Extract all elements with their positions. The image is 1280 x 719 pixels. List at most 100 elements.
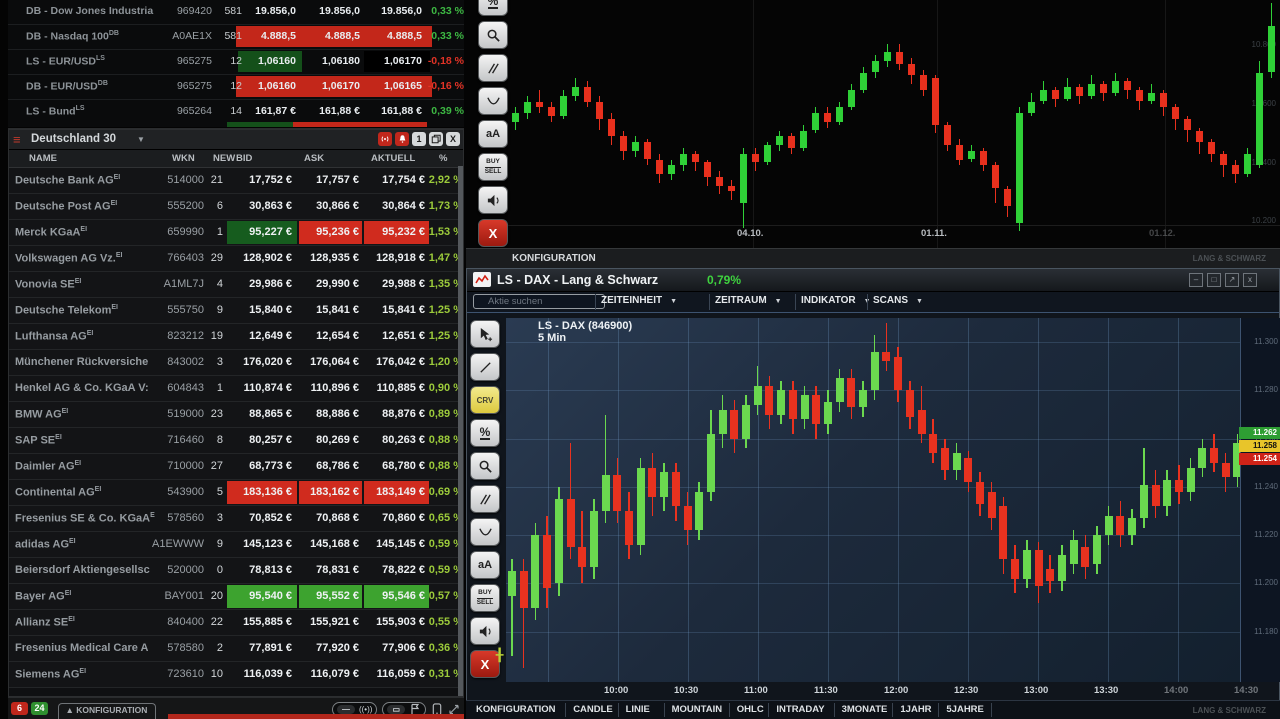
line-tool-button[interactable] <box>470 353 500 381</box>
table-row[interactable]: Münchener Rückversiche 843002 3 176,020 € 17… <box>9 350 463 376</box>
time-axis-label: 11:30 <box>814 685 838 696</box>
resize-icon[interactable] <box>448 703 460 716</box>
parallel-tool-button[interactable] <box>478 54 508 82</box>
candle <box>692 153 699 163</box>
charttype-linie[interactable]: LINIE <box>625 704 650 715</box>
table-row[interactable]: SAP SEEI 716460 8 80,257 € 80,269 € 80,263 €0… <box>9 428 463 454</box>
chevron-down-icon[interactable]: ▼ <box>137 135 145 144</box>
minus-icon[interactable]: — <box>336 705 355 714</box>
chart-slider-handle[interactable]: ╂ <box>496 648 504 662</box>
stream-icon[interactable] <box>378 132 392 146</box>
zoom-tool-button[interactable] <box>478 21 508 49</box>
column-header-new[interactable]: NEW <box>213 153 236 164</box>
crv-tool-button[interactable]: CRV <box>470 386 500 414</box>
charttype-konfiguration[interactable]: KONFIGURATION <box>476 704 556 715</box>
buysell-tool-button[interactable]: BUY SELL <box>470 584 500 612</box>
watchlist-row[interactable]: LS - BundLS 965264 14 161,87 € 161,88 € 161,8… <box>8 100 464 125</box>
curve-tool-button[interactable] <box>478 87 508 115</box>
candle <box>1011 559 1020 579</box>
charttype-5jahre[interactable]: 5JAHRE <box>946 704 984 715</box>
intraday-chart-plot[interactable]: LS - DAX (846900) 5 Min <box>506 318 1240 682</box>
konfiguration-tab[interactable]: ▲ KONFIGURATION <box>58 703 157 719</box>
alert-count-badge[interactable]: 6 <box>11 702 28 715</box>
price-axis[interactable]: 11.30011.28011.26011.24011.22011.20011.1… <box>1240 318 1280 682</box>
table-row[interactable]: Henkel AG & Co. KGaA V: 604843 1 110,874 € 1… <box>9 376 463 402</box>
table-row[interactable]: Daimler AGEI 710000 27 68,773 € 68,786 € 68,7… <box>9 454 463 480</box>
charttype-1jahr[interactable]: 1JAHR <box>900 704 932 715</box>
watchlist-row[interactable]: DB - Nasdaq 100DB A0AE1X 581 4.888,5 4.888,5… <box>8 25 464 50</box>
column-header-ask[interactable]: ASK <box>304 153 325 164</box>
watchlist-row[interactable]: DB - EUR/USDDB 965275 12 1,06160 1,06170 1,06… <box>8 75 464 100</box>
table-row[interactable]: Deutsche TelekomEI 555750 9 15,840 € 15,841 … <box>9 298 463 324</box>
daily-chart-plot[interactable]: 04.10. 01.11. 01.12. 10.800 10.600 10.400 10.2… <box>508 0 1280 248</box>
table-row[interactable]: Siemens AGEI 723610 10 116,039 € 116,079 € 11… <box>9 662 463 688</box>
minimize-icon[interactable]: – <box>1189 273 1203 287</box>
watchlist-row[interactable]: DB - Dow Jones Industria 969420 581 19.856,… <box>8 0 464 25</box>
flag-icon[interactable] <box>409 703 421 716</box>
charttype-ohlc[interactable]: OHLC <box>736 704 764 715</box>
column-header-aktuell[interactable]: AKTUELL <box>371 153 416 164</box>
table-row[interactable]: adidas AGEI A1EWWW 9 145,123 € 145,168 € 145,… <box>9 532 463 558</box>
konfiguration-label[interactable]: KONFIGURATION <box>512 253 596 264</box>
table-row[interactable]: Vonovia SEEI A1ML7J 4 29,986 € 29,990 € 29,98… <box>9 272 463 298</box>
window-icon[interactable]: ▭ <box>387 705 405 714</box>
percent-tool-button[interactable]: % <box>470 419 500 447</box>
curve-tool-button[interactable] <box>470 518 500 546</box>
charttype-mountain[interactable]: MOUNTAIN <box>671 704 723 715</box>
table-row[interactable]: Deutsche Post AGEI 555200 6 30,863 € 30,866 … <box>9 194 463 220</box>
konfiguration-bar[interactable]: KONFIGURATION LANG & SCHWARZ <box>466 248 1280 270</box>
table-row[interactable]: Bayer AGEI BAY001 20 95,540 € 95,552 € 95,546… <box>9 584 463 610</box>
bell-icon[interactable] <box>395 132 409 146</box>
menu-zeitraum[interactable]: ZEITRAUM ▼ <box>715 295 782 306</box>
close-icon[interactable]: x <box>1243 273 1257 287</box>
popout-icon[interactable]: ↗ <box>1225 273 1239 287</box>
watchlist-row[interactable]: LS - EUR/USDLS 965275 12 1,06160 1,06180 1,06… <box>8 50 464 75</box>
close-icon[interactable]: X <box>446 132 460 146</box>
column-header-wkn[interactable]: WKN <box>172 153 195 164</box>
menu-icon[interactable]: ≡ <box>13 132 21 147</box>
wifi-icon[interactable]: ((•)) <box>358 705 373 714</box>
close-tool-button[interactable]: X <box>478 219 508 247</box>
speaker-tool-button[interactable] <box>470 617 500 645</box>
text-tool-button[interactable]: aA <box>470 551 500 579</box>
speaker-tool-button[interactable] <box>478 186 508 214</box>
ask-value: 80,269 € <box>316 434 359 446</box>
ask-value: 78,831 € <box>316 564 359 576</box>
table-row[interactable]: Beiersdorf Aktiengesellsc 520000 0 78,813 €… <box>9 558 463 584</box>
search-input[interactable] <box>473 294 605 309</box>
menu-zeiteinheit[interactable]: ZEITEINHEIT ▼ <box>601 295 678 306</box>
column-header-bid[interactable]: BID <box>236 153 253 164</box>
percent-change: 1,73 % <box>428 200 463 212</box>
table-row[interactable]: Lufthansa AGEI 823212 19 12,649 € 12,654 € 12… <box>9 324 463 350</box>
column-header-name[interactable]: NAME <box>29 153 57 164</box>
menu-indikator[interactable]: INDIKATOR▼ <box>801 295 871 306</box>
table-row[interactable]: BMW AGEI 519000 23 88,865 € 88,886 € 88,876 €… <box>9 402 463 428</box>
charttype-candle[interactable]: CANDLE <box>573 704 613 715</box>
menu-scans[interactable]: SCANS ▼ <box>873 295 923 306</box>
table-row[interactable]: Deutsche Bank AGEI 514000 21 17,752 € 17,757… <box>9 168 463 194</box>
table-row[interactable]: Allianz SEEI 840400 22 155,885 € 155,921 € 15… <box>9 610 463 636</box>
layers-icon[interactable] <box>429 132 443 146</box>
table-scrollbar[interactable] <box>458 166 463 696</box>
instrument-name: LS - BundLS <box>26 105 85 118</box>
text-tool-button[interactable]: aA <box>478 120 508 148</box>
pointer-tool-button[interactable] <box>470 320 500 348</box>
bid-value: 128,902 € <box>243 252 292 264</box>
table-row[interactable]: Merck KGaAEI 659990 1 95,227 € 95,236 € 95,23… <box>9 220 463 246</box>
parallel-tool-button[interactable] <box>470 485 500 513</box>
table-row[interactable]: Fresenius SE & Co. KGaAE 578560 3 70,852 € 7… <box>9 506 463 532</box>
percent-change: -0,18 % <box>427 55 464 67</box>
alarm-count-badge[interactable]: 1 <box>412 132 426 146</box>
table-row[interactable]: Continental AGEI 543900 5 183,136 € 183,162 … <box>9 480 463 506</box>
maximize-icon[interactable]: □ <box>1207 273 1221 287</box>
zoom-tool-button[interactable] <box>470 452 500 480</box>
charttype-intraday[interactable]: INTRADAY <box>776 704 825 715</box>
news-count-badge[interactable]: 24 <box>31 702 48 715</box>
percent-tool-button[interactable]: % <box>478 0 508 16</box>
table-row[interactable]: Fresenius Medical Care A 578580 2 77,891 € 7… <box>9 636 463 662</box>
charttype-3monate[interactable]: 3MONATE <box>841 704 888 715</box>
buysell-tool-button[interactable]: BUY SELL <box>478 153 508 181</box>
column-header-pct[interactable]: % <box>439 153 448 164</box>
close-tool-button[interactable]: X <box>470 650 500 678</box>
table-row[interactable]: Volkswagen AG Vz.EI 766403 29 128,902 € 128,… <box>9 246 463 272</box>
